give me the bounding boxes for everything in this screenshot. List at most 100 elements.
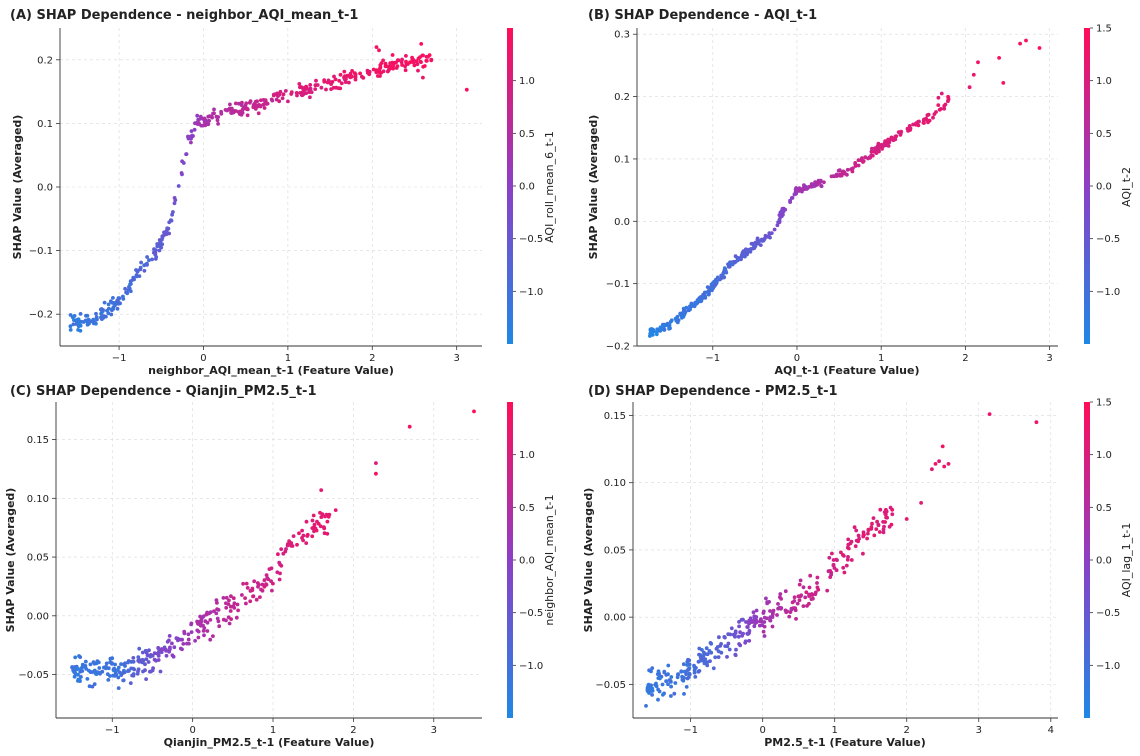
data-point (725, 655, 729, 659)
data-point (108, 674, 112, 678)
data-point (219, 109, 224, 114)
data-point (722, 270, 726, 274)
data-point (416, 68, 420, 73)
data-point (415, 62, 420, 67)
colorbar-tick-label: 0.0 (1096, 556, 1112, 567)
panel-b-x-label: AQI_t-1 (Feature Value) (775, 364, 920, 377)
data-point (243, 596, 248, 600)
data-point (310, 534, 315, 539)
data-point (842, 570, 847, 575)
data-point (686, 657, 690, 662)
data-point (669, 675, 674, 679)
panel-a-colorbar: −1.0 −0.5 0.0 0.5 1.0 AQI_roll_mean_6_t-1 (507, 28, 556, 344)
data-point (904, 517, 909, 521)
colorbar-tick-label: −1.0 (1096, 661, 1120, 672)
colorbar-tick-label: 0.5 (519, 129, 535, 140)
data-point (310, 526, 315, 530)
data-point (758, 619, 762, 624)
data-point (877, 530, 882, 534)
data-point (762, 620, 767, 624)
data-point (224, 618, 228, 623)
data-point (809, 182, 814, 186)
panel-d-plot: −1 0 1 2 3 4 −0.05 0.00 0.05 0.10 0.15 (595, 402, 1058, 736)
colorbar-tick-label: −1.0 (519, 661, 543, 672)
data-point (144, 657, 149, 661)
data-point (758, 243, 763, 248)
data-point (143, 662, 147, 667)
panel-d-colorbar: −1.0 −0.5 0.0 0.5 1.0 1.5 AQI_lag_1_t-1 (1084, 398, 1133, 718)
data-point (322, 525, 326, 530)
data-point (111, 306, 115, 311)
y-tick-label: −0.1 (29, 246, 53, 257)
data-point (869, 525, 874, 530)
data-point (882, 524, 886, 529)
data-point (886, 137, 890, 142)
data-point (873, 146, 877, 151)
data-point (407, 424, 412, 429)
data-point (865, 536, 869, 541)
panel-b-title: (B) SHAP Dependence - AQI_t-1 (588, 8, 817, 23)
y-tick-label: 0.0 (37, 183, 53, 194)
data-point (424, 59, 429, 63)
data-point (260, 588, 265, 593)
data-point (104, 661, 109, 666)
data-point (702, 650, 706, 655)
data-point (232, 606, 237, 610)
data-point (798, 594, 803, 599)
data-point (147, 648, 151, 653)
data-point (267, 567, 272, 571)
data-point (113, 668, 118, 673)
data-point (764, 596, 768, 601)
data-point (256, 584, 260, 589)
data-point (352, 71, 357, 76)
data-point (110, 662, 114, 666)
data-point (649, 683, 653, 688)
data-point (128, 681, 133, 685)
data-point (755, 241, 760, 246)
data-point (775, 613, 779, 617)
data-point (768, 609, 772, 613)
data-point (937, 107, 942, 112)
data-point (804, 590, 809, 595)
data-point (168, 647, 172, 652)
data-point (734, 647, 738, 652)
colorbar-tick-label: −1.0 (519, 287, 543, 298)
data-point (768, 615, 773, 619)
data-point (374, 70, 379, 75)
x-tick-label: 1 (285, 353, 291, 364)
data-point (866, 528, 871, 533)
data-point (831, 174, 836, 179)
data-point (646, 689, 650, 694)
data-point (761, 611, 766, 615)
data-point (94, 672, 99, 676)
data-point (931, 115, 935, 120)
data-point (181, 642, 186, 646)
data-point (886, 140, 890, 145)
data-point (150, 257, 155, 262)
data-point (798, 578, 803, 583)
data-point (162, 230, 166, 235)
data-point (793, 608, 798, 613)
data-point (158, 669, 163, 674)
data-point (78, 655, 83, 659)
data-point (737, 642, 741, 646)
data-point (262, 578, 267, 583)
colorbar-tick-label: 0.5 (519, 503, 535, 514)
data-point (333, 77, 338, 82)
data-point (882, 142, 887, 147)
data-point (419, 42, 424, 46)
data-point (761, 629, 766, 634)
data-point (933, 462, 938, 466)
colorbar-tick-label: 0.0 (1096, 182, 1112, 193)
data-point (385, 69, 390, 74)
data-point (319, 488, 324, 492)
data-point (676, 672, 680, 677)
data-point (77, 320, 82, 325)
data-point (747, 618, 752, 623)
data-point (208, 618, 213, 622)
data-point (427, 53, 432, 57)
data-point (155, 244, 160, 249)
data-point (276, 552, 280, 557)
data-point (874, 527, 879, 531)
panel-d-y-ticks: −0.05 0.00 0.05 0.10 0.15 (595, 411, 633, 691)
